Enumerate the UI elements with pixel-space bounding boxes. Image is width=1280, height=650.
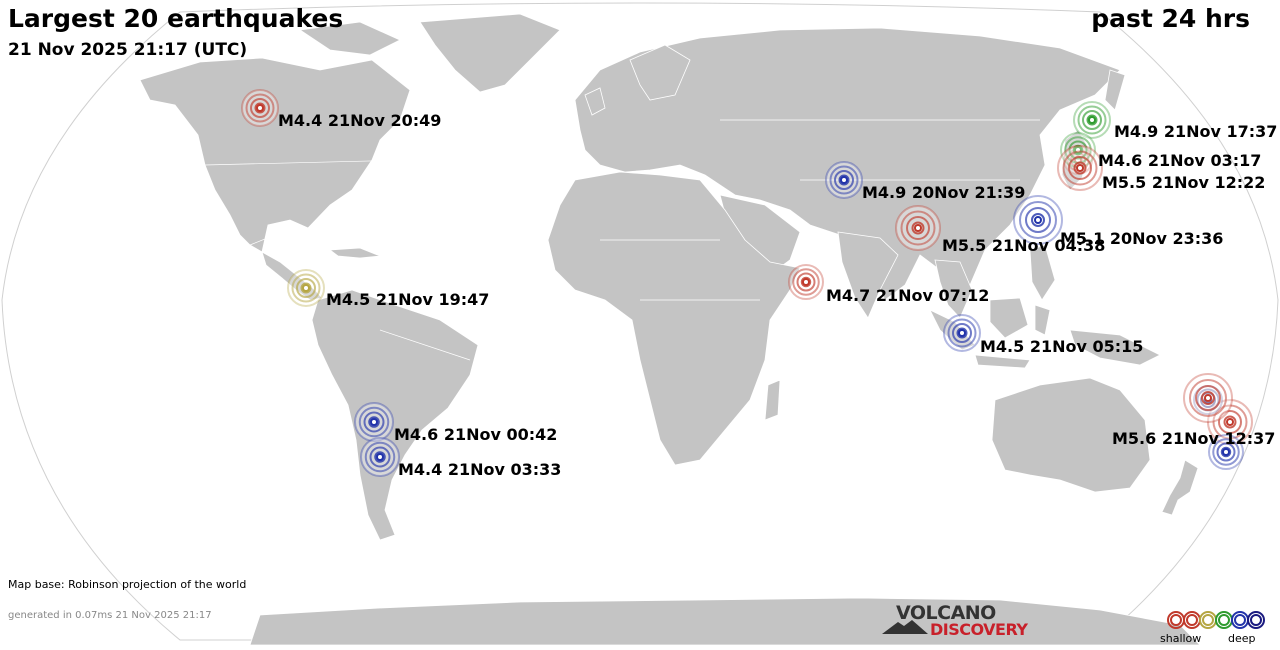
british-isles (584, 87, 606, 116)
quake-label[interactable]: M5.6 21Nov 12:37 (1112, 429, 1276, 448)
time-period: past 24 hrs (1091, 4, 1250, 33)
landmasses (139, 13, 1201, 646)
quake-marker[interactable] (895, 205, 941, 251)
quake-label[interactable]: M4.6 21Nov 03:17 (1098, 151, 1262, 170)
quake-marker[interactable] (943, 314, 981, 352)
depth-legend: shallow deep (1160, 606, 1272, 646)
quake-label[interactable]: M4.4 21Nov 20:49 (278, 111, 442, 130)
india (837, 231, 899, 319)
quake-label[interactable]: M4.9 20Nov 21:39 (862, 183, 1026, 202)
quake-marker[interactable] (788, 264, 824, 300)
south-america (311, 289, 479, 541)
north-america (139, 57, 411, 253)
quake-label[interactable]: M5.5 21Nov 12:22 (1102, 173, 1266, 192)
logo-line-2: DISCOVERY (930, 620, 1028, 639)
quake-label[interactable]: M4.4 21Nov 03:33 (398, 460, 562, 479)
earthquake-markers (241, 89, 1253, 477)
quake-label[interactable]: M4.5 21Nov 19:47 (326, 290, 490, 309)
legend-ring (1202, 614, 1214, 626)
indonesia-sulawesi (1034, 304, 1051, 336)
legend-ring (1234, 614, 1246, 626)
map-base-credit: Map base: Robinson projection of the wor… (8, 578, 247, 591)
australia (991, 377, 1151, 493)
legend-ring (1186, 614, 1198, 626)
quake-marker[interactable] (1073, 101, 1111, 139)
quake-label[interactable]: M5.1 20Nov 23:36 (1060, 229, 1224, 248)
antarctica (249, 597, 1201, 646)
quake-marker[interactable] (1183, 373, 1233, 423)
new-zealand (1161, 459, 1199, 516)
quake-marker[interactable] (241, 89, 279, 127)
africa (547, 171, 801, 466)
greenland (419, 13, 561, 93)
quake-marker[interactable] (825, 161, 863, 199)
map-title: Largest 20 earthquakes (8, 4, 344, 33)
legend-ring (1218, 614, 1230, 626)
quake-label[interactable]: M4.5 21Nov 05:15 (980, 337, 1144, 356)
generated-timestamp: generated in 0.07ms 21 Nov 2025 21:17 (8, 610, 212, 621)
caribbean (328, 247, 381, 259)
indonesia-java (974, 354, 1031, 369)
legend-rings (1167, 611, 1265, 629)
legend-ring (1247, 611, 1265, 629)
legend-deep-label: deep (1228, 632, 1256, 645)
southeast-asia (934, 259, 973, 319)
scandinavia (629, 44, 691, 101)
arctic-islands (298, 21, 401, 56)
quake-marker[interactable] (1013, 195, 1063, 245)
kamchatka (1104, 69, 1126, 111)
quake-marker-unlabeled[interactable] (1208, 434, 1244, 470)
quake-marker[interactable] (360, 437, 400, 477)
logo-line-1: VOLCANO (896, 602, 996, 624)
quake-label[interactable]: M4.9 21Nov 17:37 (1114, 122, 1278, 141)
indonesia-borneo (989, 297, 1029, 339)
quake-label[interactable]: M5.5 21Nov 04:38 (942, 236, 1106, 255)
madagascar (764, 379, 781, 421)
quake-marker[interactable] (287, 269, 325, 307)
quake-marker[interactable] (354, 402, 394, 442)
logo-mountain-icon (882, 620, 928, 634)
quake-label[interactable]: M4.6 21Nov 00:42 (394, 425, 558, 444)
quake-label[interactable]: M4.7 21Nov 07:12 (826, 286, 990, 305)
legend-ring (1250, 614, 1262, 626)
map-datetime: 21 Nov 2025 21:17 (UTC) (8, 40, 248, 60)
legend-shallow-label: shallow (1160, 632, 1202, 645)
quake-marker[interactable] (1057, 145, 1103, 191)
new-guinea (1069, 329, 1161, 366)
philippines (1029, 244, 1056, 301)
legend-ring (1170, 614, 1182, 626)
country-borders (204, 119, 1040, 361)
volcano-discovery-logo[interactable]: VOLCANO DISCOVERY (882, 602, 1032, 640)
